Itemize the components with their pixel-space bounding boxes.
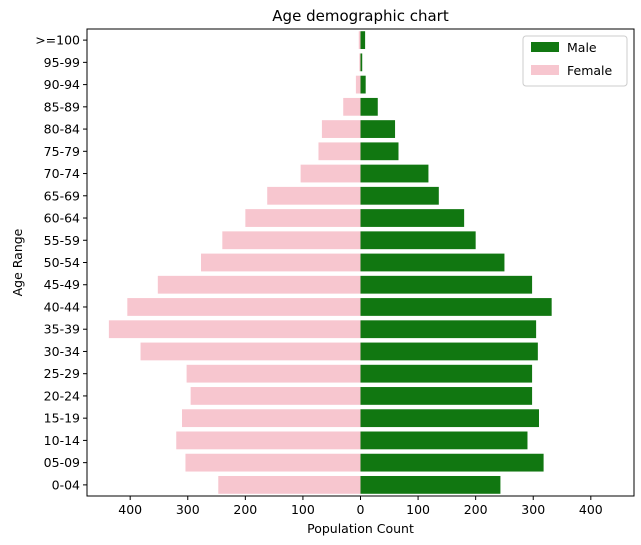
y-tick-label: 45-49 [44, 277, 80, 292]
bar-female-20-24 [190, 387, 361, 405]
bar-male-50-54 [360, 253, 505, 272]
ticks-layer: >=100 95-99 90-94 85-89 80-84 75-79 70-74 65-69… [35, 33, 603, 517]
bar-male-60-64 [360, 209, 465, 227]
bar-female-70-74 [300, 164, 361, 183]
bar-female-10-14 [176, 431, 361, 450]
y-tick-label: 90-94 [44, 77, 80, 92]
x-tick-label: 400 [579, 502, 603, 517]
y-tick-label: 10-14 [44, 433, 80, 448]
bar-male-35-39 [360, 320, 537, 339]
bar-male-85-89 [360, 97, 378, 116]
y-tick-label: 95-99 [44, 55, 80, 70]
bar-male-05-09 [360, 453, 544, 472]
bar-female-40-44 [127, 298, 361, 316]
bar-female-55-59 [222, 231, 361, 250]
legend-swatch-male [531, 42, 559, 52]
y-tick-label: 75-79 [44, 144, 80, 159]
y-tick-label: 15-19 [44, 411, 80, 426]
y-tick-label: 40-44 [44, 299, 80, 314]
bar-female-15-19 [182, 409, 361, 428]
bar-male-75-79 [360, 142, 399, 161]
y-tick-label: 30-34 [44, 344, 80, 359]
bar-female-65-69 [267, 186, 361, 205]
bar-female-35-39 [108, 320, 361, 339]
bar-male-20-24 [360, 387, 533, 405]
y-tick-label: >=100 [35, 33, 80, 48]
bar-male-70-74 [360, 164, 429, 183]
y-tick-label: 85-89 [44, 99, 80, 114]
x-axis-title: Population Count [307, 521, 414, 536]
bar-male-80-84 [360, 120, 396, 138]
bar-female-60-64 [245, 209, 361, 227]
bar-female-85-89 [343, 97, 361, 116]
bar-male-40-44 [360, 298, 552, 316]
bar-female-05-09 [185, 453, 361, 472]
y-tick-label: 20-24 [44, 388, 80, 403]
legend: Male Female [522, 35, 628, 87]
legend-label-male: Male [567, 40, 597, 55]
bar-female-45-49 [157, 275, 361, 294]
plot-frame [86, 28, 635, 497]
x-tick-label: 100 [291, 502, 315, 517]
x-tick-label: 0 [357, 502, 365, 517]
bar-female-80-84 [321, 120, 361, 138]
bar-male-45-49 [360, 275, 533, 294]
bar-male-30-34 [360, 342, 538, 361]
bar-male-10-14 [360, 431, 528, 450]
chart-title: Age demographic chart [272, 7, 449, 25]
y-tick-label: 25-29 [44, 366, 80, 381]
bar-male->=100 [360, 31, 366, 50]
bar-male-25-29 [360, 364, 533, 383]
bar-female-50-54 [201, 253, 361, 272]
y-tick-label: 60-64 [44, 211, 80, 226]
bar-male-15-19 [360, 409, 539, 428]
x-tick-label: 300 [176, 502, 200, 517]
legend-label-female: Female [567, 63, 613, 78]
bar-male-0-04 [360, 475, 501, 494]
y-tick-label: 05-09 [44, 455, 80, 470]
y-tick-label: 35-39 [44, 322, 80, 337]
bar-female->=100 [358, 31, 361, 50]
bar-female-25-29 [186, 364, 361, 383]
bar-female-90-94 [355, 75, 361, 94]
bar-female-75-79 [318, 142, 361, 161]
y-tick-label: 0-04 [52, 477, 80, 492]
x-tick-label: 300 [521, 502, 545, 517]
bar-male-95-99 [360, 53, 363, 72]
bar-male-90-94 [360, 75, 366, 94]
y-tick-label: 65-69 [44, 188, 80, 203]
legend-swatch-female [531, 65, 559, 75]
x-tick-label: 200 [464, 502, 488, 517]
x-tick-label: 400 [118, 502, 142, 517]
bars-layer [108, 31, 552, 494]
y-tick-label: 70-74 [44, 166, 80, 181]
bar-female-30-34 [140, 342, 361, 361]
bar-male-65-69 [360, 186, 439, 205]
y-tick-label: 80-84 [44, 122, 80, 137]
y-axis-title: Age Range [10, 228, 25, 296]
x-tick-label: 200 [233, 502, 257, 517]
bar-male-55-59 [360, 231, 476, 250]
bar-female-95-99 [359, 53, 361, 72]
y-tick-label: 55-59 [44, 233, 80, 248]
y-tick-label: 50-54 [44, 255, 80, 270]
bar-female-0-04 [218, 475, 361, 494]
x-tick-label: 100 [406, 502, 430, 517]
